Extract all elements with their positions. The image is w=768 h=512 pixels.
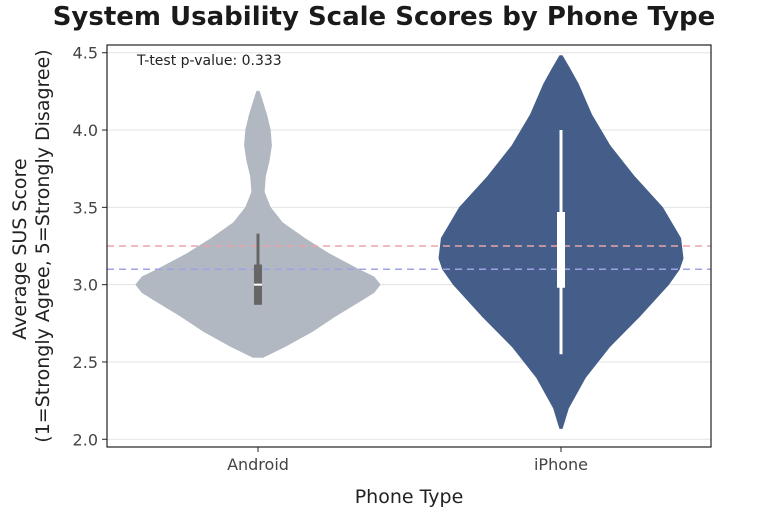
y-axis-label-line-2: (1=Strongly Agree, 5=Strongly Disagree) (32, 49, 54, 442)
y-tick-label: 3.0 (73, 276, 98, 295)
y-axis-label: Average SUS Score (1=Strongly Agree, 5=S… (9, 49, 54, 442)
reference-lines (107, 245, 711, 270)
violin-android (135, 90, 381, 358)
x-tick-label: Android (227, 455, 289, 474)
y-axis-label-line-1: Average SUS Score (9, 158, 31, 339)
box-plots (254, 130, 565, 355)
y-tick-label: 4.5 (73, 44, 98, 63)
plot-frame (106, 44, 712, 448)
iphone-iqr-box (557, 211, 565, 288)
y-tick-label: 4.0 (73, 121, 98, 140)
y-tick-label: 3.5 (73, 198, 98, 217)
y-tick-label: 2.0 (73, 430, 98, 449)
x-tick-label: iPhone (534, 455, 588, 474)
x-axis-ticks: Android iPhone (227, 447, 588, 474)
y-axis-ticks: 2.0 2.5 3.0 3.5 4.0 4.5 (73, 44, 107, 449)
t-test-annotation: T-test p-value: 0.333 (136, 53, 282, 69)
y-tick-label: 2.5 (73, 353, 98, 372)
x-axis-label: Phone Type (355, 486, 464, 508)
chart-title: System Usability Scale Scores by Phone T… (52, 2, 716, 32)
